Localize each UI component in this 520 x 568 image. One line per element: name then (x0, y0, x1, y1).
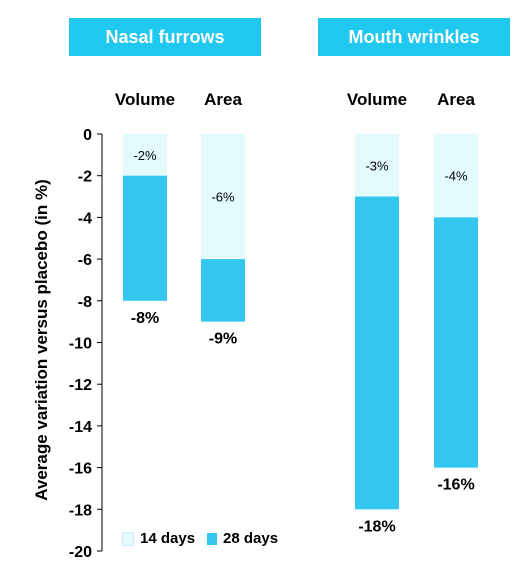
group-title-mouth-wrinkles: Mouth wrinkles (318, 18, 510, 56)
y-tick-label: -14 (69, 419, 92, 436)
bar-28-days (434, 217, 478, 468)
y-tick-label: -20 (69, 544, 92, 561)
y-tick-label: -10 (69, 336, 92, 353)
category-label: Area (204, 90, 242, 109)
y-tick-label: -18 (69, 502, 92, 519)
data-label-28-days: -16% (437, 477, 474, 494)
legend: 14 days 28 days (122, 530, 278, 547)
bar-28-days (355, 196, 399, 510)
data-label-14-days: -3% (365, 158, 389, 173)
bar-14-days (434, 134, 478, 218)
legend-swatch-14-days (122, 531, 134, 546)
bar-14-days (201, 134, 245, 260)
data-label-14-days: -4% (444, 169, 468, 184)
category-label: Area (437, 90, 475, 109)
y-tick-label: -16 (69, 461, 92, 478)
y-tick-label: -6 (78, 252, 92, 269)
y-tick-label: -8 (78, 294, 92, 311)
category-label: Volume (346, 90, 408, 109)
data-label-28-days: -18% (358, 518, 395, 535)
data-label-28-days: -8% (131, 310, 159, 327)
bar-28-days (201, 259, 245, 322)
group-title-nasal-furrows: Nasal furrows (69, 18, 261, 56)
bar-28-days (123, 175, 167, 301)
legend-label-14-days: 14 days (140, 530, 196, 547)
data-label-14-days: -6% (211, 190, 235, 205)
data-label-14-days: -2% (133, 148, 157, 163)
y-tick-label: -12 (69, 377, 92, 394)
data-label-28-days: -9% (209, 331, 237, 348)
legend-swatch-28-days (207, 532, 218, 545)
y-tick-label: -4 (78, 210, 92, 227)
bar-14-days (355, 134, 399, 197)
bar-14-days (123, 134, 167, 176)
y-tick-label: 0 (83, 127, 92, 144)
legend-label-28-days: 28 days (223, 530, 279, 547)
category-label: Volume (114, 90, 176, 109)
y-tick-label: -2 (78, 169, 92, 186)
